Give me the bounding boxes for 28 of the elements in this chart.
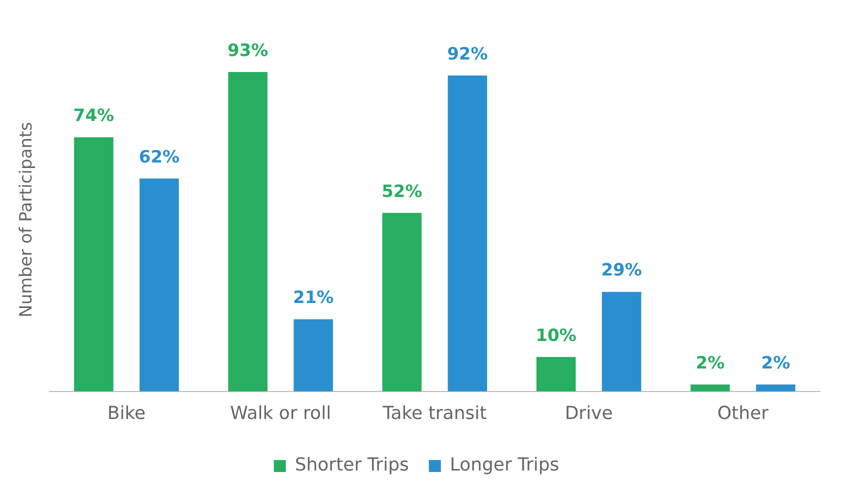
x-tick-label: Other bbox=[717, 402, 770, 424]
legend-label: Shorter Trips bbox=[294, 454, 409, 476]
data-label: 92% bbox=[447, 44, 488, 64]
data-label: 2% bbox=[761, 353, 790, 374]
bar bbox=[690, 384, 730, 392]
bar bbox=[536, 357, 576, 392]
bar bbox=[74, 137, 114, 392]
x-tick-label: Drive bbox=[564, 402, 613, 424]
bar bbox=[382, 212, 422, 392]
bar bbox=[756, 384, 796, 392]
data-label: 10% bbox=[536, 326, 576, 346]
data-label: 62% bbox=[138, 147, 180, 168]
x-tick-label: Take transit bbox=[382, 402, 487, 424]
bar bbox=[294, 319, 333, 392]
bar bbox=[448, 75, 488, 392]
x-tick-label: Bike bbox=[107, 402, 146, 424]
x-tick-label: Walk or roll bbox=[230, 402, 332, 424]
data-label: 74% bbox=[73, 106, 114, 126]
bar bbox=[140, 178, 179, 392]
bar bbox=[602, 292, 642, 392]
y-axis-title: Number of Participants bbox=[16, 122, 37, 318]
data-label: 52% bbox=[382, 182, 422, 202]
data-label: 93% bbox=[227, 40, 268, 61]
legend-label: Longer Trips bbox=[450, 454, 560, 476]
bar bbox=[228, 72, 268, 392]
data-label: 2% bbox=[696, 353, 725, 374]
data-label: 21% bbox=[292, 288, 334, 308]
data-label: 29% bbox=[601, 260, 642, 281]
